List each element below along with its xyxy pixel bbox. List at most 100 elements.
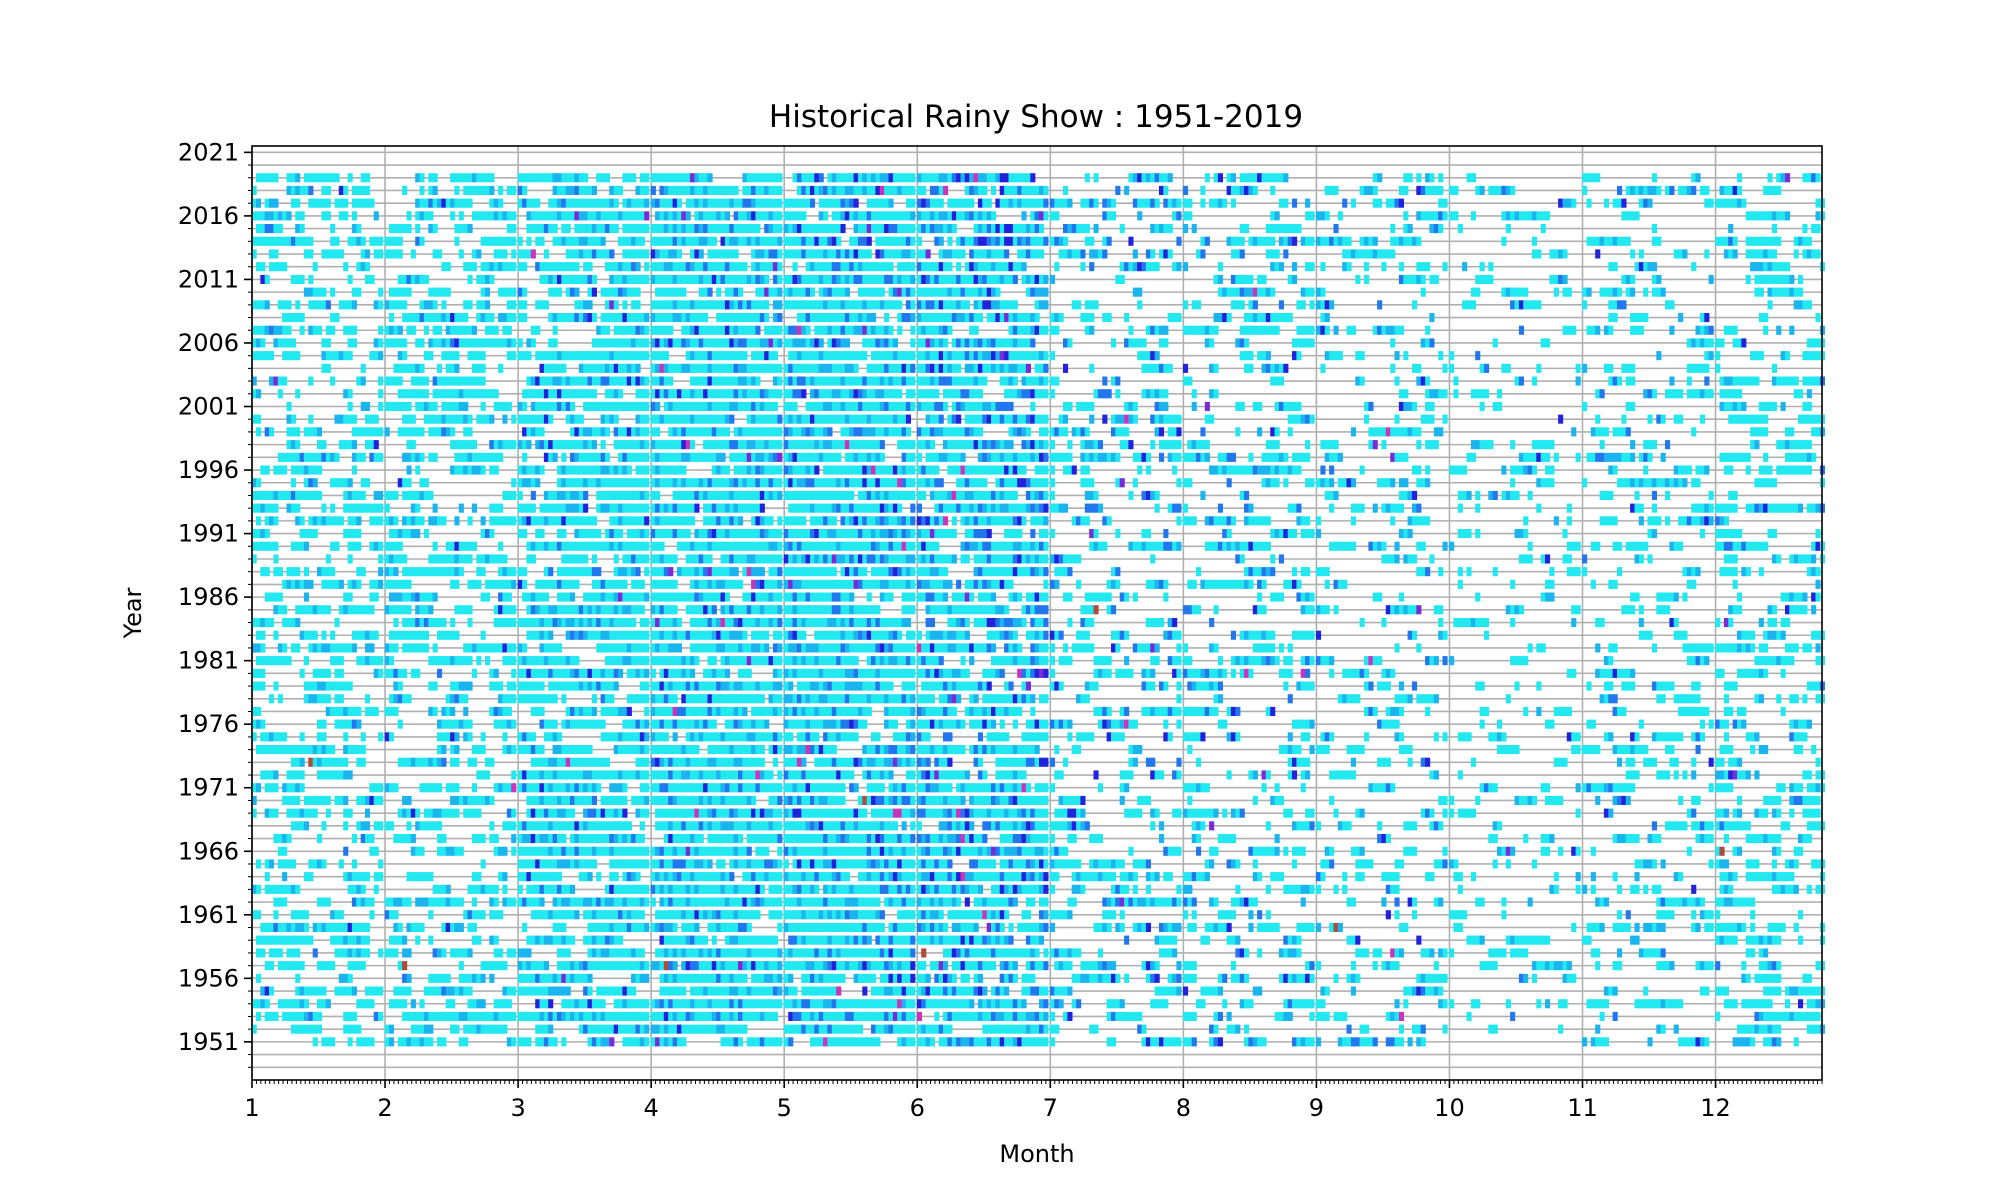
rain-cell <box>725 783 730 792</box>
rain-cell <box>1187 885 1192 894</box>
rain-cell <box>1754 974 1759 983</box>
rain-cell <box>769 732 774 741</box>
rain-cell <box>897 847 902 856</box>
rain-cell <box>1120 898 1125 907</box>
rain-cell <box>428 910 433 919</box>
rain-cell <box>664 859 669 868</box>
rain-cell <box>930 809 935 818</box>
rain-cell <box>1035 809 1040 818</box>
rain-cell <box>747 720 752 729</box>
rain-cell <box>827 1012 832 1021</box>
rain-cell <box>1395 1037 1400 1046</box>
rain-cell <box>668 1012 673 1021</box>
rain-cell <box>1200 987 1205 996</box>
rain-cell <box>721 809 726 818</box>
rain-cell <box>609 809 614 818</box>
rain-cell <box>622 720 627 729</box>
rain-cell <box>1763 948 1768 957</box>
rain-cell <box>365 936 370 945</box>
rain-cell <box>622 821 627 830</box>
rain-cell <box>494 1012 499 1021</box>
rain-cell <box>969 1012 974 1021</box>
rain-cell <box>330 758 335 767</box>
rain-cell <box>622 885 627 894</box>
rain-cell <box>699 1025 704 1034</box>
rain-cell <box>910 720 915 729</box>
rain-cell <box>596 720 601 729</box>
rain-cell <box>574 999 579 1008</box>
rain-cell <box>1043 720 1048 729</box>
rain-cell <box>454 948 459 957</box>
rain-cell <box>910 923 915 932</box>
rain-cell <box>1004 910 1009 919</box>
rain-cell <box>1682 1037 1687 1046</box>
rain-cell <box>884 758 889 767</box>
rain-cell <box>282 923 287 932</box>
rain-cell <box>1072 821 1077 830</box>
rain-cell <box>921 745 926 754</box>
rain-cell <box>481 732 486 741</box>
rain-cell <box>561 1037 566 1046</box>
rain-cell <box>494 898 499 907</box>
rain-cell <box>441 948 446 957</box>
rain-cell <box>784 910 789 919</box>
rain-cell <box>631 720 636 729</box>
rain-cell <box>943 974 948 983</box>
rain-cell <box>1733 872 1738 881</box>
rain-cell <box>561 821 566 830</box>
rain-cell <box>1390 783 1395 792</box>
rain-cell <box>1558 961 1563 970</box>
rain-cell <box>1443 796 1448 805</box>
rain-cell <box>1080 974 1085 983</box>
rain-cell <box>1656 885 1661 894</box>
rain-cell <box>734 720 739 729</box>
rain-cell <box>356 821 361 830</box>
rain-cell <box>1434 898 1439 907</box>
rain-cell <box>343 745 348 754</box>
rain-cell <box>1709 923 1714 932</box>
rain-cell <box>1128 898 1133 907</box>
rain-cell <box>1682 770 1687 779</box>
rain-cell <box>921 961 926 970</box>
rain-cell <box>1696 796 1701 805</box>
rain-cell <box>321 898 326 907</box>
rain-cell <box>618 961 623 970</box>
rain-cell <box>1351 974 1356 983</box>
rain-cell <box>694 923 699 932</box>
rain-cell <box>1227 923 1232 932</box>
rain-cell <box>1591 885 1596 894</box>
rain-cell <box>1720 821 1725 830</box>
rain-cell <box>518 783 523 792</box>
rain-cell <box>494 961 499 970</box>
rain-cell <box>1617 758 1622 767</box>
rain-cell <box>690 732 695 741</box>
rain-cell <box>256 783 261 792</box>
rain-cell <box>871 847 876 856</box>
rain-cell <box>1200 783 1205 792</box>
rain-cell <box>1351 987 1356 996</box>
rain-cell <box>1000 847 1005 856</box>
rain-cell <box>361 745 366 754</box>
rain-cell <box>640 1012 645 1021</box>
rain-cell <box>910 745 915 754</box>
rain-cell <box>1613 834 1618 843</box>
rain-cell <box>1816 987 1821 996</box>
rain-cell <box>304 1012 309 1021</box>
rain-cell <box>965 923 970 932</box>
rain-cell <box>1338 1037 1343 1046</box>
rain-cell <box>1497 847 1502 856</box>
rain-cell <box>991 948 996 957</box>
rain-cell <box>502 999 507 1008</box>
rain-cell <box>321 770 326 779</box>
rain-cell <box>862 859 867 868</box>
rain-cell <box>947 1037 952 1046</box>
rain-cell <box>738 821 743 830</box>
rain-cell <box>313 1037 318 1046</box>
rain-cell <box>339 910 344 919</box>
rain-cell <box>526 821 531 830</box>
rain-cell <box>1678 999 1683 1008</box>
rain-cell <box>330 707 335 716</box>
rain-cell <box>415 809 420 818</box>
rain-cell <box>965 809 970 818</box>
rain-cell <box>755 1012 760 1021</box>
